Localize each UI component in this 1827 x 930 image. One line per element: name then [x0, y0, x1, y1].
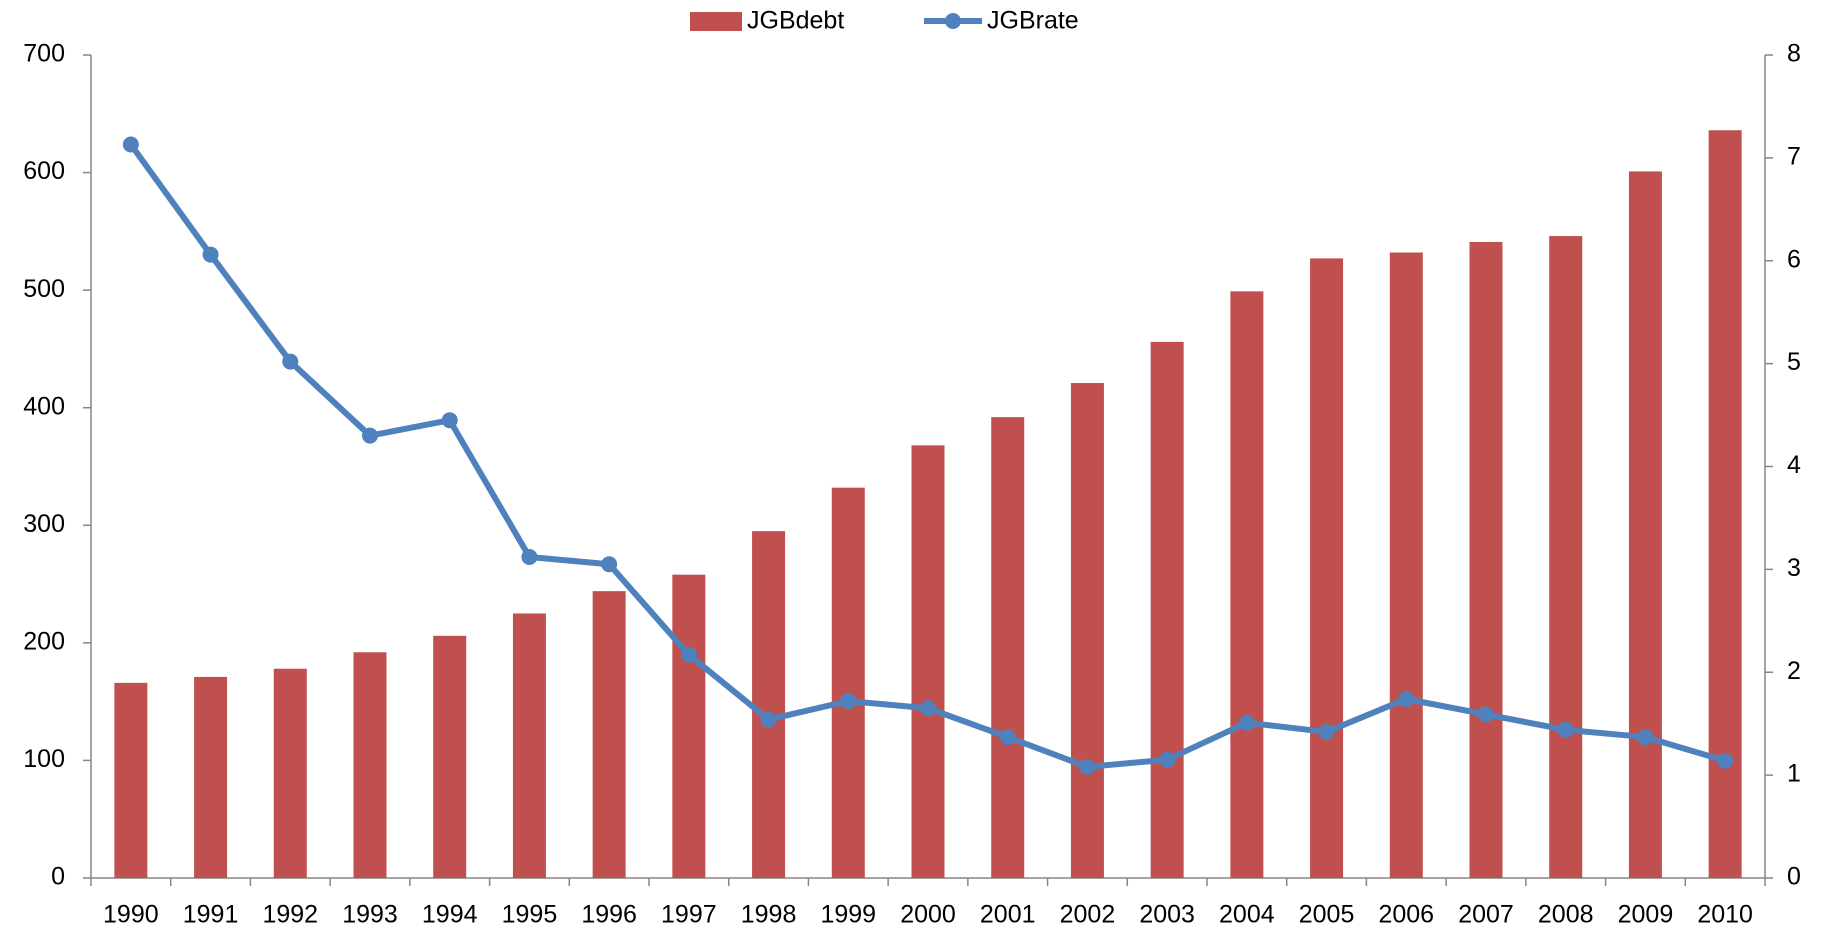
- x-tick-label: 2009: [1618, 901, 1674, 929]
- x-tick-label: 1995: [502, 901, 558, 929]
- bar: [911, 445, 945, 878]
- bar: [1469, 241, 1503, 878]
- bar: [752, 531, 786, 878]
- bar: [672, 574, 706, 878]
- x-tick-label: 2001: [980, 901, 1036, 929]
- bar: [433, 635, 467, 878]
- y2-tick-label: 8: [1787, 40, 1801, 68]
- x-tick-label: 2006: [1378, 901, 1434, 929]
- x-tick-label: 2007: [1458, 901, 1514, 929]
- x-tick-label: 2004: [1219, 901, 1275, 929]
- x-tick-label: 1996: [581, 901, 637, 929]
- y-tick-label: 100: [23, 745, 65, 773]
- marker: [760, 711, 777, 728]
- marker: [920, 700, 936, 717]
- x-tick-label: 1991: [183, 901, 239, 929]
- x-tick-label: 2005: [1299, 901, 1355, 929]
- marker: [521, 549, 538, 566]
- y2-tick-label: 7: [1787, 142, 1801, 170]
- bar: [831, 487, 865, 878]
- y-tick-label: 300: [23, 510, 65, 538]
- x-tick-label: 1990: [103, 901, 159, 929]
- marker: [1637, 729, 1654, 746]
- bar: [1150, 341, 1184, 879]
- x-tick-label: 2002: [1060, 901, 1116, 929]
- marker: [1717, 752, 1734, 769]
- x-tick-label: 1993: [342, 901, 398, 929]
- bar: [1549, 236, 1583, 878]
- bar: [1070, 383, 1104, 878]
- marker: [840, 693, 857, 710]
- marker: [1557, 721, 1574, 738]
- y2-tick-label: 0: [1787, 863, 1801, 891]
- x-tick-label: 1994: [422, 901, 478, 929]
- legend-marker: [945, 13, 961, 29]
- bar: [1310, 258, 1344, 878]
- marker: [680, 646, 697, 663]
- marker: [1398, 690, 1415, 707]
- x-tick-label: 2008: [1538, 901, 1594, 929]
- bar: [1389, 252, 1423, 878]
- marker: [1478, 706, 1494, 723]
- y-tick-label: 700: [23, 40, 65, 68]
- marker: [282, 353, 299, 370]
- y2-tick-label: 5: [1787, 348, 1801, 376]
- bar: [353, 652, 387, 878]
- y2-tick-label: 2: [1787, 657, 1801, 685]
- bar: [512, 613, 546, 878]
- y-tick-label: 500: [23, 275, 65, 303]
- y-tick-label: 400: [23, 392, 65, 420]
- y-tick-label: 600: [23, 157, 65, 185]
- marker: [362, 427, 378, 444]
- x-tick-label: 1992: [262, 901, 318, 929]
- bar: [1230, 291, 1264, 878]
- legend-label: JGBdebt: [747, 7, 844, 35]
- marker: [1238, 714, 1255, 731]
- marker: [122, 136, 139, 153]
- y2-tick-label: 6: [1787, 245, 1801, 273]
- y-tick-label: 200: [23, 627, 65, 655]
- x-tick-label: 1997: [661, 901, 717, 929]
- y2-tick-label: 1: [1787, 760, 1801, 788]
- legend-swatch: [690, 12, 742, 31]
- marker: [202, 246, 219, 263]
- bar: [273, 668, 307, 878]
- marker: [441, 412, 458, 429]
- y2-tick-label: 4: [1787, 451, 1801, 479]
- bar: [1628, 171, 1662, 878]
- x-tick-label: 2010: [1697, 901, 1753, 929]
- legend-label: JGBrate: [987, 7, 1079, 35]
- marker: [1079, 758, 1096, 775]
- bar: [194, 676, 228, 878]
- y2-tick-label: 3: [1787, 554, 1801, 582]
- marker: [1159, 751, 1176, 768]
- bar: [592, 591, 626, 878]
- marker: [601, 556, 618, 573]
- x-tick-label: 1998: [741, 901, 797, 929]
- x-tick-label: 2003: [1139, 901, 1195, 929]
- marker: [1318, 723, 1335, 740]
- bar: [114, 682, 148, 878]
- y-tick-label: 0: [51, 863, 65, 891]
- x-tick-label: 1999: [820, 901, 876, 929]
- bar: [991, 417, 1025, 878]
- x-tick-label: 2000: [900, 901, 956, 929]
- marker: [999, 729, 1016, 746]
